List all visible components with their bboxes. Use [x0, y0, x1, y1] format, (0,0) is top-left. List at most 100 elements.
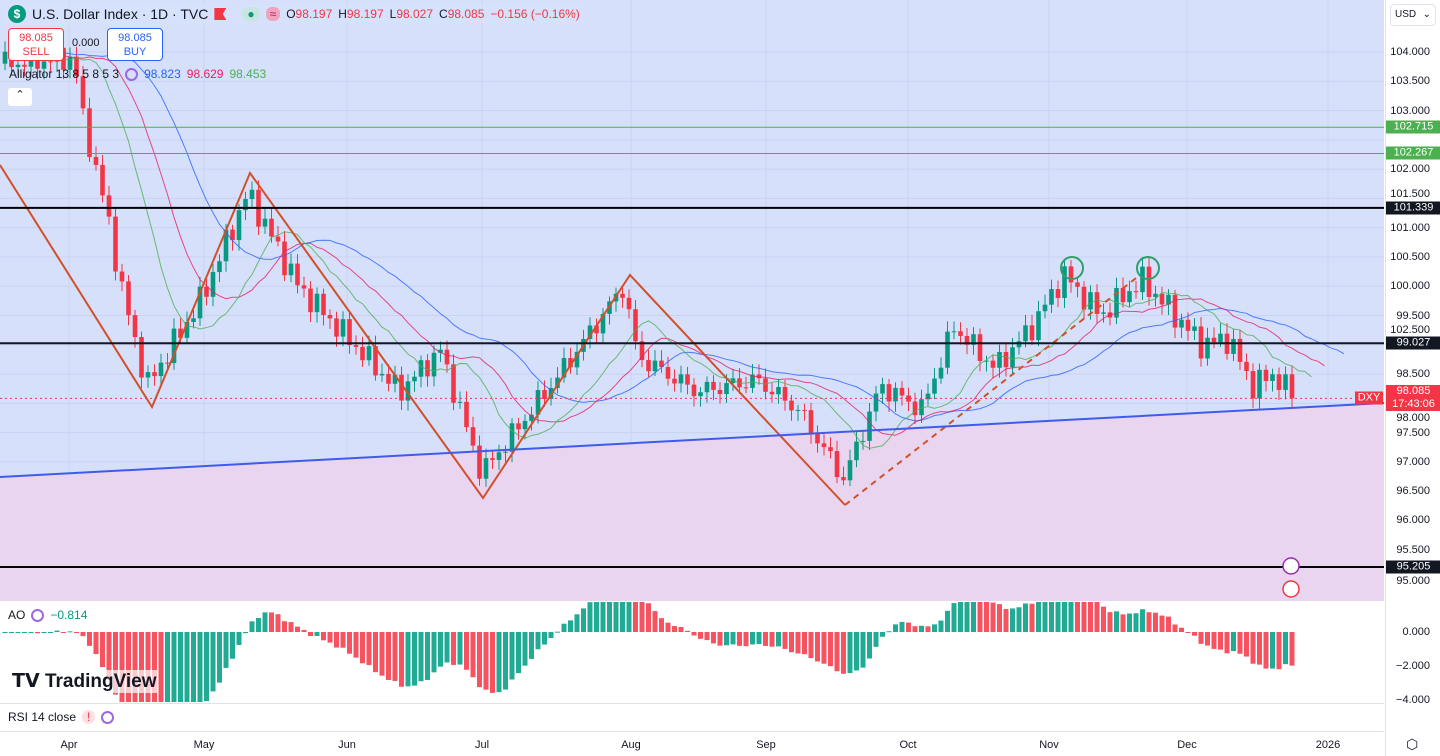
ao-bar: [74, 632, 79, 633]
ao-bar: [1289, 632, 1295, 666]
candle: [243, 199, 248, 211]
ao-bar: [841, 632, 846, 674]
ao-bar: [165, 632, 170, 702]
price-tick: 97.500: [1396, 426, 1430, 439]
currency-select[interactable]: USD ⌄: [1390, 4, 1436, 26]
candle: [808, 410, 814, 434]
candle: [353, 345, 359, 347]
candle: [795, 409, 801, 411]
candle: [314, 293, 320, 313]
ao-bar: [1003, 609, 1009, 632]
ao-histogram: [2, 602, 1295, 702]
candle: [1036, 311, 1041, 341]
ao-bar: [132, 632, 138, 702]
candle: [1081, 286, 1087, 310]
flag-icon[interactable]: [214, 8, 227, 20]
rsi-pane[interactable]: RSI 14 close !: [0, 703, 1384, 730]
ao-bar: [1101, 606, 1106, 632]
buy-button[interactable]: 98.085 BUY: [107, 28, 163, 61]
candle: [880, 384, 885, 394]
rsi-legend[interactable]: RSI 14 close !: [8, 710, 115, 724]
ao-bar: [1062, 602, 1067, 632]
candle: [724, 383, 729, 395]
ao-bar: [555, 631, 560, 633]
ao-bar: [22, 632, 27, 633]
candle: [139, 337, 144, 378]
support-zone: [0, 403, 1384, 601]
lips-value: 98.453: [229, 67, 267, 81]
candle: [321, 293, 326, 315]
level-price-tag: 95.205: [1386, 560, 1440, 574]
change-value: −0.156 (−0.16%): [490, 7, 580, 21]
time-tick: May: [193, 739, 215, 751]
ao-bar: [2, 632, 8, 633]
candle: [867, 411, 872, 441]
candle: [782, 386, 788, 401]
symbol-title[interactable]: U.S. Dollar Index · 1D · TVC: [32, 6, 209, 22]
ao-bar: [87, 632, 92, 646]
candle: [366, 346, 372, 361]
candle: [704, 381, 710, 393]
candle: [1179, 319, 1184, 328]
candle: [1250, 371, 1256, 399]
ao-bar: [444, 632, 450, 663]
ao-bar: [1270, 632, 1275, 669]
candle: [951, 331, 957, 333]
ao-bar: [685, 630, 690, 632]
candle: [230, 229, 235, 241]
ao-bar: [295, 626, 300, 632]
time-tick: Nov: [1039, 739, 1059, 751]
ao-bar: [639, 602, 645, 632]
ao-bar: [41, 632, 47, 633]
ao-bar: [717, 632, 723, 646]
candle: [1140, 266, 1145, 293]
close-value: 98.085: [447, 7, 485, 21]
ao-bar: [80, 632, 86, 637]
ao-bar: [880, 632, 885, 637]
ao-bar: [769, 632, 775, 647]
ao-bar: [743, 632, 749, 647]
ao-bar: [828, 632, 833, 667]
ao-bar: [503, 632, 508, 690]
candle: [1023, 325, 1028, 342]
sell-button[interactable]: 98.085 SELL: [8, 28, 64, 61]
ao-bar: [1120, 614, 1126, 632]
ao-legend[interactable]: AO −0.814: [8, 608, 88, 622]
ao-pane[interactable]: AO −0.814 𝗧𝗩 TradingView: [0, 602, 1384, 702]
candle: [769, 391, 775, 395]
tradingview-logo: 𝗧𝗩 TradingView: [12, 670, 157, 693]
ao-bar: [483, 632, 489, 690]
ao-bar: [106, 632, 112, 681]
candle: [789, 400, 794, 411]
candle: [1185, 319, 1191, 331]
ao-bar: [724, 632, 729, 646]
teeth-value: 98.629: [186, 67, 224, 81]
candle: [152, 372, 157, 377]
ao-bar: [776, 632, 781, 647]
ao-bar: [301, 629, 307, 632]
ao-bar: [867, 632, 872, 659]
ao-bar: [61, 632, 66, 633]
candle: [347, 319, 352, 346]
price-axis[interactable]: USD ⌄ ⬡ 102.715 102.267 101.339 99.027 95.20…: [1385, 0, 1440, 756]
main-chart-pane[interactable]: $ U.S. Dollar Index · 1D · TVC ● ≈ O98.1…: [0, 0, 1384, 601]
ao-bar: [1075, 602, 1080, 632]
candle: [594, 325, 599, 334]
time-axis[interactable]: Apr May Jun Jul Aug Sep Oct Nov Dec 2026: [0, 731, 1384, 756]
candle: [438, 349, 443, 353]
ao-bar: [340, 632, 346, 648]
collapse-legend-button[interactable]: ⌃: [8, 88, 32, 106]
candle: [1237, 338, 1243, 362]
ao-bar: [399, 632, 404, 687]
alligator-legend[interactable]: Alligator 13 8 5 8 5 3 98.823 98.629 98.…: [9, 67, 267, 81]
candle: [22, 64, 27, 67]
settings-icon[interactable]: ⬡: [1406, 736, 1419, 752]
loading-icon: [125, 67, 139, 81]
price-chart[interactable]: [0, 0, 1384, 601]
ao-bar: [574, 614, 580, 632]
ao-bar: [997, 604, 1002, 632]
ao-bar: [1068, 602, 1074, 632]
candle: [470, 427, 476, 446]
ao-bar: [945, 610, 950, 632]
ao-bar: [412, 632, 417, 686]
